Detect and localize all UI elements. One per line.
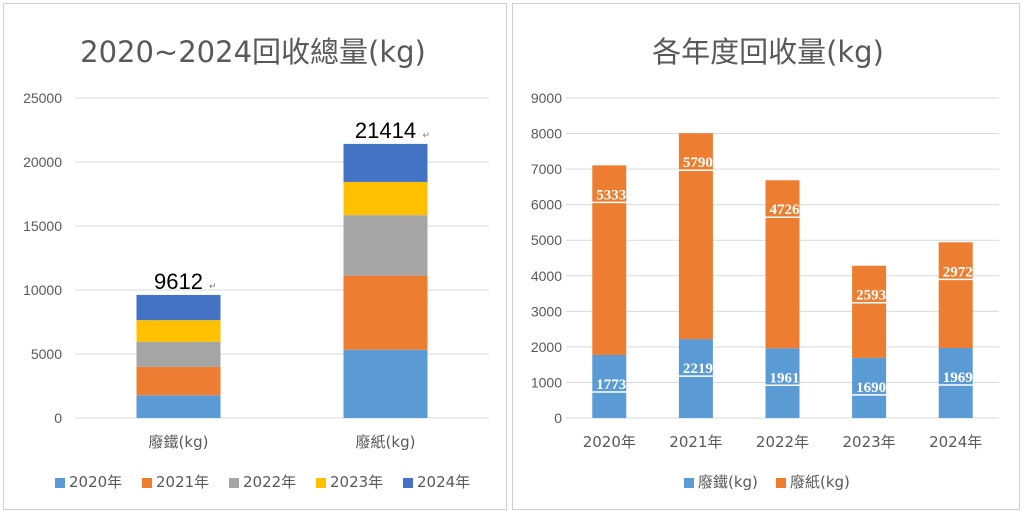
bar-segment	[765, 348, 800, 418]
bar-segment	[592, 354, 627, 418]
bar-data-label: 2219	[683, 361, 713, 377]
y-tick-label: 8000	[531, 126, 562, 142]
bar-segment	[343, 275, 428, 350]
y-tick-label: 3000	[531, 303, 562, 319]
bar-data-label: 5333	[596, 187, 626, 203]
bar-segment	[136, 366, 221, 396]
legend-label: 廢鐵(kg)	[698, 473, 758, 491]
bar-data-label: 1969	[943, 370, 973, 386]
bar-data-label: 2972	[943, 264, 973, 280]
bar-segment	[852, 265, 887, 358]
x-category-label: 2020年	[583, 433, 636, 451]
y-tick-label: 10000	[23, 282, 62, 298]
y-tick-label: 0	[54, 410, 62, 426]
y-tick-label: 25000	[23, 90, 62, 106]
y-tick-label: 0	[554, 410, 562, 426]
y-tick-label: 6000	[531, 197, 562, 213]
bar-total-label: 9612	[154, 269, 203, 294]
legend-swatch	[776, 478, 786, 488]
legend-label: 2021年	[156, 473, 209, 491]
legend-swatch	[403, 478, 413, 488]
x-category-label: 2023年	[843, 433, 896, 451]
legend-label: 廢紙(kg)	[790, 473, 850, 491]
bar-segment	[136, 320, 221, 342]
y-tick-label: 5000	[531, 232, 562, 248]
bar-segment	[852, 357, 887, 418]
bar-segment	[136, 341, 221, 367]
bar-segment	[592, 165, 627, 355]
bar-data-label: 5790	[683, 155, 713, 171]
bar-segment	[343, 349, 428, 418]
bar-segment	[343, 181, 428, 216]
legend-label: 2022年	[243, 473, 296, 491]
bar-segment	[678, 133, 713, 340]
x-category-label: 2022年	[756, 433, 809, 451]
y-tick-label: 2000	[531, 339, 562, 355]
paragraph-mark: ↵	[209, 282, 217, 292]
y-tick-label: 20000	[23, 154, 62, 170]
x-category-label: 2024年	[929, 433, 982, 451]
bar-segment	[765, 180, 800, 349]
bar-segment	[343, 143, 428, 182]
bar-segment	[136, 395, 221, 418]
y-tick-label: 9000	[531, 90, 562, 106]
legend-swatch	[142, 478, 152, 488]
bar-total-label: 21414	[355, 118, 416, 143]
bar-segment	[938, 347, 973, 418]
y-tick-label: 4000	[531, 268, 562, 284]
bar-data-label: 1773	[596, 377, 626, 393]
x-category-label: 2021年	[669, 433, 722, 451]
bar-segment	[343, 215, 428, 276]
x-category-label: 廢紙(kg)	[356, 433, 416, 451]
y-tick-label: 7000	[531, 161, 562, 177]
x-category-label: 廢鐵(kg)	[149, 433, 209, 451]
y-tick-label: 5000	[31, 346, 62, 362]
chart-title: 2020~2024回收總量(kg)	[80, 35, 426, 69]
paragraph-mark: ↵	[423, 131, 431, 141]
yearly-recycling-chart-panel: 各年度回收量(kg) 0 1000 2000 3000 4000 5000 6000 7000…	[512, 3, 1020, 510]
legend-label: 2023年	[330, 473, 383, 491]
chart-title: 各年度回收量(kg)	[652, 35, 884, 69]
legend-swatch	[316, 478, 326, 488]
total-recycling-chart: 2020~2024回收總量(kg) 0 5000 10000 15000 20000 25…	[23, 35, 489, 491]
bar-segment	[678, 339, 713, 418]
legend-label: 2024年	[417, 473, 470, 491]
legend-swatch	[684, 478, 694, 488]
bar-segment	[136, 294, 221, 321]
bar-data-label: 4726	[770, 202, 801, 218]
legend-label: 2020年	[69, 473, 122, 491]
legend-swatch	[229, 478, 239, 488]
bar-data-label: 1690	[856, 380, 886, 396]
bar-data-label: 2593	[856, 288, 886, 304]
bar-segment	[938, 242, 973, 348]
total-recycling-chart-panel: 2020~2024回收總量(kg) 0 5000 10000 15000 20000 25…	[3, 3, 507, 510]
y-tick-label: 15000	[23, 218, 62, 234]
legend-swatch	[55, 478, 65, 488]
yearly-recycling-chart: 各年度回收量(kg) 0 1000 2000 3000 4000 5000 6000 7000…	[531, 35, 999, 491]
y-tick-label: 1000	[531, 374, 562, 390]
bar-data-label: 1961	[770, 370, 800, 386]
